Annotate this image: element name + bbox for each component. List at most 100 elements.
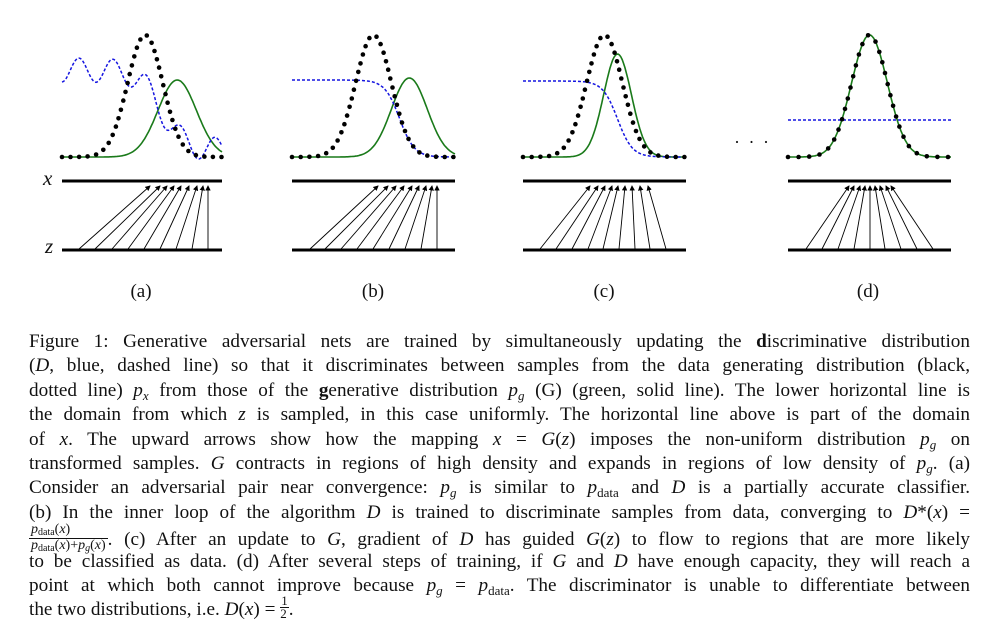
data-point-d [880,60,885,65]
subfigure-label-a: (a) [130,281,152,302]
data-point-a [85,154,90,159]
data-point-c [641,144,647,149]
data-point-b [451,154,456,160]
data-point-d [882,70,888,76]
data-point-d [865,33,871,38]
data-point-b [344,113,350,118]
caption-line: transformed samples. G contracts in regi… [29,452,970,476]
mapping-arrow-c [602,185,620,250]
mapping-arrow-a [159,185,190,250]
ellipsis: · · · [734,132,771,152]
generator-curve-c [523,53,686,158]
data-point-c [633,128,639,134]
data-point-a [116,116,121,121]
data-point-c [580,96,586,101]
data-point-b [351,87,357,92]
data-point-b [397,111,402,116]
mapping-arrow-a [191,185,205,250]
data-point-b [442,154,448,160]
mapping-arrow-b [388,185,420,250]
figure-caption: Figure 1: Generative adversarial nets ar… [29,330,970,623]
caption-line: Figure 1: Generative adversarial nets ar… [29,331,970,352]
data-point-a [127,71,132,77]
data-point-d [825,146,831,151]
math-symbol: D [671,477,686,499]
data-point-a [59,154,65,160]
data-point-b [399,120,405,125]
bold-letter: g [318,379,329,401]
data-point-d [785,154,791,160]
data-point-b [358,61,363,66]
data-point-a [156,65,162,70]
data-point-d [845,96,851,101]
data-point-b [360,52,366,57]
data-point-b [425,153,430,158]
data-point-d [888,92,893,98]
data-point-c [575,113,581,118]
caption-line: dotted line) px from those of the genera… [29,379,970,403]
generator-curve-a [62,79,223,158]
data-point-c [673,154,678,160]
math-symbol: z [606,529,614,551]
math-symbol: z [561,428,570,450]
data-point-a [113,124,119,129]
data-point-c [628,111,633,116]
data-point-a [154,57,160,62]
mapping-arrow-d [837,185,862,250]
optimal-discriminator-fraction: pdata(x) pdata(x)+pg(x) [29,522,108,555]
data-point-a [176,134,181,139]
data-point-b [394,102,400,108]
data-point-a [93,152,99,157]
data-point-c [561,145,567,151]
data-point-a [125,80,130,86]
data-point-c [554,150,560,156]
mapping-arrow-d [805,185,850,250]
data-point-c [594,43,599,49]
data-point-b [406,136,411,142]
data-point-d [842,106,848,112]
math-symbol: x [492,428,502,450]
data-point-a [134,45,140,50]
caption-line: Consider an adversarial pair near conver… [29,477,970,501]
math-symbol: D [459,529,474,551]
data-point-c [582,87,588,92]
math-symbol: x [933,501,942,523]
data-point-b [392,94,398,99]
data-point-c [623,94,628,99]
data-point-b [410,144,416,149]
data-point-c [609,41,614,47]
figure-plots [59,33,951,252]
data-point-d [897,124,902,129]
math-symbol: p [587,477,598,499]
mapping-arrow-a [175,185,199,250]
mapping-arrow-c [539,185,591,250]
mapping-arrow-b [356,185,405,250]
data-point-c [619,76,624,81]
data-point-d [831,137,837,142]
mapping-arrow-b [404,185,428,250]
data-point-d [860,41,865,47]
data-point-d [873,39,878,44]
math-symbol: x [59,428,69,450]
data-point-c [605,34,610,39]
mapping-arrow-a [143,185,182,250]
data-point-c [589,61,594,66]
data-point-b [402,128,408,134]
data-point-a [170,117,175,123]
mapping-arrow-b [340,185,397,250]
data-point-b [307,154,312,160]
math-symbol: p [478,574,489,596]
data-point-b [388,76,393,81]
mapping-arrow-d [853,185,867,250]
subscript: data [597,485,619,501]
data-point-a [76,154,82,160]
mapping-arrow-d [821,185,855,250]
data-point-a [123,89,128,95]
data-point-a [132,54,137,59]
data-point-a [118,107,124,113]
data-point-a [68,154,73,160]
math-symbol: p [916,452,927,474]
data-point-a [106,140,111,146]
data-point-d [806,154,812,159]
